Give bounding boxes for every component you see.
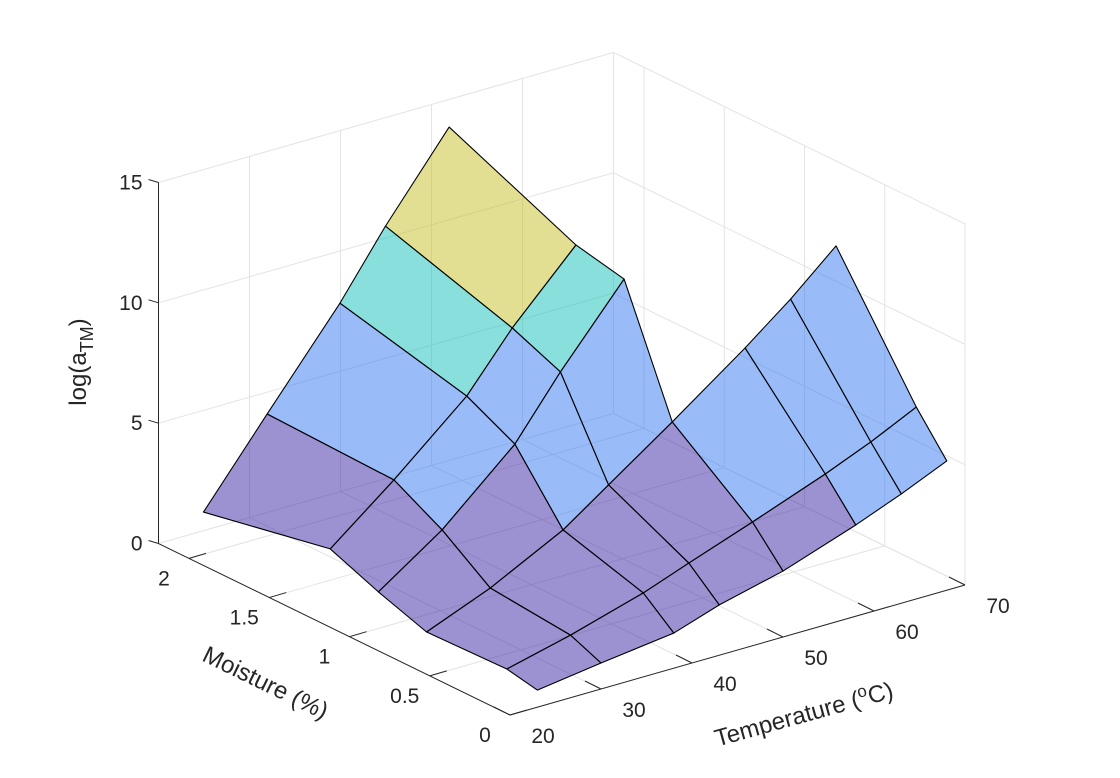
y-tick-mark xyxy=(188,552,207,559)
z-tick-mark xyxy=(148,299,159,304)
x-tick-label: 30 xyxy=(622,699,645,722)
x-tick-mark xyxy=(857,602,875,612)
z-tick-mark xyxy=(148,178,159,183)
x-tick-mark xyxy=(948,576,966,586)
y-axis-line xyxy=(158,543,511,716)
grid-line-z-right-wall xyxy=(613,52,966,225)
y-tick-mark xyxy=(429,670,447,677)
x-axis-line xyxy=(509,584,966,716)
x-tick-label: 50 xyxy=(804,647,827,670)
z-tick-mark xyxy=(148,540,159,545)
z-tick-label: 5 xyxy=(131,412,143,435)
x-tick-mark xyxy=(493,706,511,716)
y-tick-mark xyxy=(509,709,528,716)
grid-line-z-left-wall xyxy=(158,51,614,183)
grid-line-z-right-wall xyxy=(613,172,966,345)
x-tick-mark xyxy=(766,628,784,638)
x-tick-label: 40 xyxy=(713,673,736,696)
y-tick-label: 0 xyxy=(479,724,491,747)
surface xyxy=(202,126,948,691)
z-tick-label: 15 xyxy=(119,171,142,194)
y-tick-mark xyxy=(269,592,287,599)
z-tick-label: 10 xyxy=(119,292,142,315)
x-tick-mark xyxy=(584,680,602,690)
axes xyxy=(148,178,966,716)
surface-face xyxy=(506,634,602,691)
x-axis-label: Temperature (oC) xyxy=(711,674,897,752)
z-tick-mark xyxy=(148,419,159,424)
z-tick-label: 0 xyxy=(131,533,143,556)
y-tick-mark xyxy=(349,631,367,638)
x-tick-mark xyxy=(675,654,693,664)
y-tick-label: 1.5 xyxy=(230,607,259,630)
x-tick-label: 60 xyxy=(895,621,918,644)
tick-labels: 0 5 10 15 0 0.5 1 1.5 2 20 30 40 50 60 70 xyxy=(119,171,1010,748)
y-axis-label: Moisture (%) xyxy=(198,641,332,725)
y-tick-label: 1 xyxy=(319,646,331,669)
z-axis-label: log(aTM) xyxy=(65,318,97,405)
y-tick-label: 2 xyxy=(158,567,170,590)
x-tick-label: 20 xyxy=(531,725,554,748)
x-tick-label: 70 xyxy=(986,595,1009,618)
y-tick-label: 0.5 xyxy=(390,685,419,708)
